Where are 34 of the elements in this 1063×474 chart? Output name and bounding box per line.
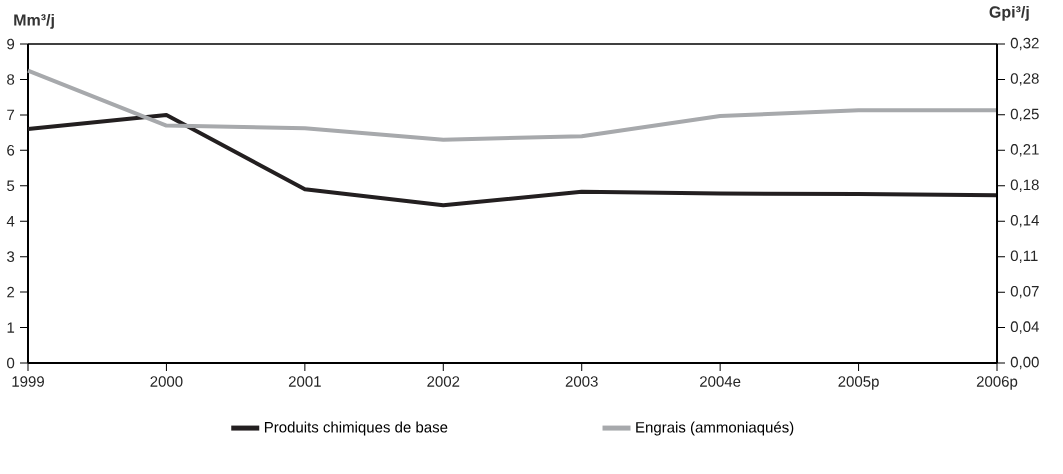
legend-label: Engrais (ammoniaqués): [636, 421, 794, 436]
y2-tick-label: 0,04: [1010, 321, 1039, 334]
x-tick-label: 2000: [150, 376, 183, 387]
x-tick-label: 2001: [288, 376, 321, 387]
y2-tick-label: 0,00: [1010, 356, 1039, 370]
y2-tick-label: 0,28: [1010, 73, 1039, 86]
x-tick-label: 1999: [12, 376, 44, 387]
y-tick-label: 1: [7, 322, 15, 333]
y-tick-label: 7: [7, 109, 15, 121]
x-tick-label: 2006p: [976, 376, 1018, 390]
y-tick-label: 4: [6, 216, 15, 227]
line-series: [26, 112, 999, 208]
y2-tick-label: 0,25: [1010, 108, 1039, 122]
line-series: [26, 68, 999, 142]
y-tick-label: 2: [7, 286, 15, 298]
x-tick-label: 2004e: [700, 376, 741, 387]
legend-label: Produits chimiques de base: [264, 421, 448, 436]
y2-tick-label: 0,11: [1010, 250, 1038, 263]
x-tick-label: 2003: [565, 376, 598, 387]
y-tick-label: 3: [7, 251, 15, 262]
x-tick-label: 2005p: [838, 376, 879, 390]
y2-tick-label: 0,18: [1010, 179, 1039, 192]
y2-tick-label: 0,32: [1010, 37, 1039, 51]
y-axis-title: Mm³/j: [14, 13, 54, 29]
y-tick-label: 6: [7, 145, 15, 156]
y-tick-label: 8: [7, 74, 15, 85]
y-tick-label: 9: [7, 38, 15, 50]
y-tick-label: 5: [7, 180, 15, 192]
y2-axis-title: Gpi³/j: [989, 5, 1029, 21]
y-tick-label: 0: [7, 357, 15, 369]
y2-tick-label: 0,07: [1010, 285, 1039, 299]
y2-tick-label: 0,14: [1010, 214, 1039, 228]
x-tick-label: 2002: [427, 376, 460, 387]
y2-tick-label: 0,21: [1010, 144, 1039, 157]
